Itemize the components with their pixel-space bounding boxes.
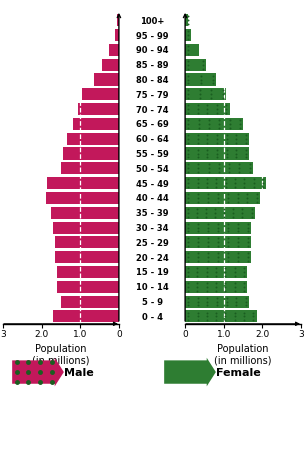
Bar [53,222,119,234]
Bar [185,296,249,308]
Text: 30 - 34: 30 - 34 [136,224,168,232]
Bar [55,237,119,249]
Text: 60 - 64: 60 - 64 [136,135,168,144]
Bar [185,163,253,175]
Bar [115,30,119,42]
Bar [185,237,251,249]
Bar [185,15,188,27]
Bar [61,296,119,308]
Bar [53,311,119,323]
Bar [185,133,249,145]
Text: 90 - 94: 90 - 94 [136,46,168,55]
FancyArrow shape [12,358,64,387]
Bar [102,60,119,72]
Text: 25 - 29: 25 - 29 [136,238,168,247]
Bar [185,148,249,160]
Text: 100+: 100+ [140,17,164,26]
Text: 95 - 99: 95 - 99 [136,31,168,41]
Bar [51,207,119,219]
Text: 15 - 19: 15 - 19 [136,268,168,277]
Text: 75 - 79: 75 - 79 [136,91,168,100]
Text: 50 - 54: 50 - 54 [136,164,168,174]
Bar [117,15,119,27]
Text: 55 - 59: 55 - 59 [136,150,168,159]
Bar [47,178,119,190]
Bar [185,193,261,205]
Bar [94,74,119,87]
X-axis label: Population
(in millions): Population (in millions) [214,343,272,364]
Bar [185,45,199,57]
Text: 80 - 84: 80 - 84 [136,76,168,85]
Bar [73,119,119,131]
Text: 65 - 69: 65 - 69 [136,120,168,129]
FancyArrow shape [164,358,216,387]
Bar [63,148,119,160]
Text: 5 - 9: 5 - 9 [141,297,163,307]
Bar [57,266,119,278]
X-axis label: Population
(in millions): Population (in millions) [32,343,90,364]
Text: 40 - 44: 40 - 44 [136,194,168,203]
Bar [185,104,230,116]
Bar [185,74,216,87]
Text: 20 - 24: 20 - 24 [136,253,168,262]
Bar [185,222,251,234]
Bar [185,207,255,219]
Text: 35 - 39: 35 - 39 [136,209,168,218]
Bar [67,133,119,145]
Text: 45 - 49: 45 - 49 [136,179,168,188]
Text: 85 - 89: 85 - 89 [136,61,168,70]
Bar [109,45,119,57]
Bar [185,266,247,278]
Bar [185,251,251,264]
Text: Male: Male [64,367,94,377]
Bar [46,193,119,205]
Bar [78,104,119,116]
Bar [185,311,257,323]
Text: Female: Female [216,367,261,377]
Text: 70 - 74: 70 - 74 [136,106,168,114]
Text: 0 - 4: 0 - 4 [141,312,163,321]
Bar [82,89,119,101]
Bar [185,30,191,42]
Bar [185,119,243,131]
Bar [185,178,266,190]
Bar [185,60,206,72]
Bar [185,89,226,101]
Bar [61,163,119,175]
Bar [185,281,247,293]
Bar [57,281,119,293]
Bar [55,251,119,264]
Text: 10 - 14: 10 - 14 [136,283,168,292]
